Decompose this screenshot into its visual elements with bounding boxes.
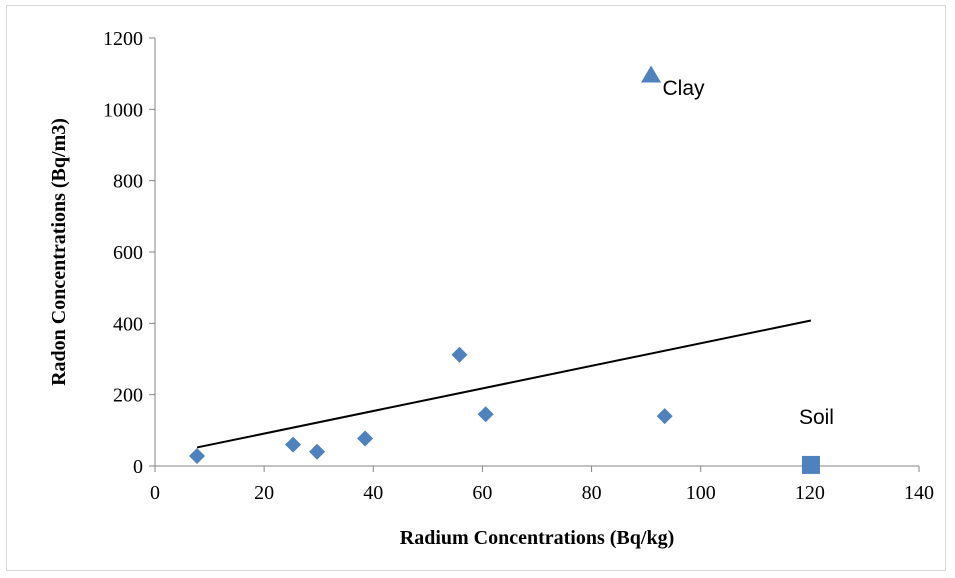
data-point-triangle (641, 65, 662, 83)
x-tick-label: 0 (150, 482, 160, 504)
data-point-diamond (309, 443, 326, 460)
axes (149, 37, 920, 472)
trendline-layer (196, 319, 812, 449)
x-tick-label: 60 (472, 482, 492, 504)
x-axis-title: Radium Concentrations (Bq/kg) (400, 527, 674, 549)
data-point-diamond (189, 448, 206, 465)
data-point-diamond (656, 408, 673, 425)
y-tick-label: 800 (113, 171, 143, 193)
labels: 0 20 40 60 80 100 120 140 0 200 400 600 800 1000 1200 R… (48, 28, 934, 549)
annotation-label: Soil (799, 406, 834, 429)
y-tick-label: 600 (113, 242, 143, 264)
x-tick-label: 20 (254, 482, 274, 504)
y-axis-title: Radon Concentrations (Bq/m3) (48, 118, 70, 386)
y-tick-label: 0 (133, 456, 143, 478)
data-point-diamond (451, 346, 468, 363)
x-tick-label: 80 (582, 482, 602, 504)
x-tick-label: 40 (363, 482, 383, 504)
x-tick-label: 120 (795, 482, 825, 504)
data-point-diamond (285, 436, 302, 453)
data-point-square (801, 455, 820, 474)
y-tick-label: 200 (113, 385, 143, 407)
y-tick-label: 400 (113, 313, 143, 335)
y-tick-label: 1000 (103, 99, 143, 121)
x-tick-label: 100 (686, 482, 716, 504)
y-tick-label: 1200 (103, 28, 143, 50)
x-tick-label: 140 (904, 482, 934, 504)
scatter-chart: 0 20 40 60 80 100 120 140 0 200 400 600 800 1000 1200 R… (48, 28, 934, 549)
data-point-diamond (477, 406, 494, 423)
data-points (189, 65, 820, 474)
annotation-label: Clay (663, 77, 706, 100)
data-point-diamond (357, 430, 374, 447)
chart-frame: 0 20 40 60 80 100 120 140 0 200 400 600 800 1000 1200 R… (6, 5, 946, 571)
trendline (196, 319, 812, 449)
